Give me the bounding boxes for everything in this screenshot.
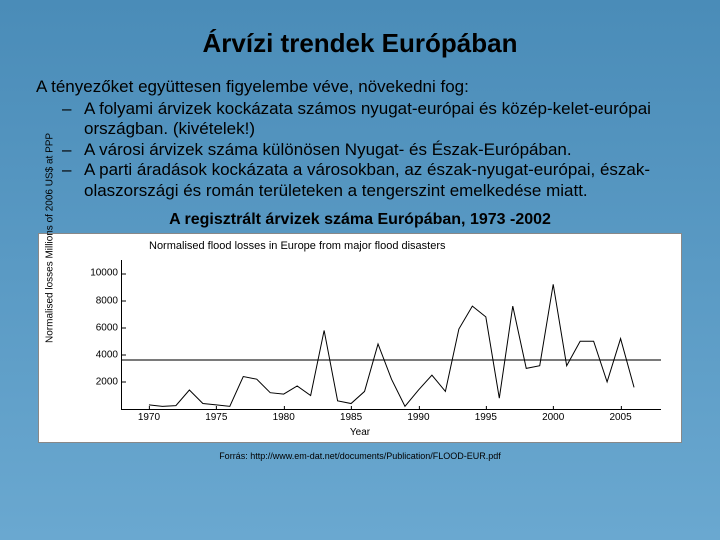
page-title: Árvízi trendek Európában [36,28,684,59]
chart-ytick: 8000 [96,295,122,306]
chart-xtick: 1970 [138,409,160,423]
intro-text: A tényezőket együttesen figyelembe véve,… [36,77,684,97]
flood-chart: Normalised flood losses in Europe from m… [38,233,682,443]
chart-xtick: 2000 [542,409,564,423]
chart-xlabel: Year [350,427,370,438]
chart-ylabel: Normalised losses Millions of 2006 US$ a… [45,333,56,343]
chart-xtick: 1980 [273,409,295,423]
chart-ytick: 10000 [90,268,122,279]
chart-inner-title: Normalised flood losses in Europe from m… [149,240,446,252]
chart-xtick: 1990 [407,409,429,423]
chart-subtitle: A regisztrált árvizek száma Európában, 1… [36,211,684,229]
chart-ytick: 6000 [96,322,122,333]
chart-line-series [122,260,661,409]
chart-plot-area: 2000400060008000100001970197519801985199… [121,260,661,410]
chart-xtick: 1985 [340,409,362,423]
source-citation: Forrás: http://www.em-dat.net/documents/… [36,451,684,461]
bullet-item: A városi árvizek száma különösen Nyugat-… [84,140,684,160]
chart-ytick: 2000 [96,376,122,387]
chart-xtick: 1975 [205,409,227,423]
bullet-list: A folyami árvizek kockázata számos nyuga… [36,99,684,201]
chart-xtick: 1995 [475,409,497,423]
chart-xtick: 2005 [609,409,631,423]
bullet-item: A folyami árvizek kockázata számos nyuga… [84,99,684,140]
bullet-item: A parti áradások kockázata a városokban,… [84,160,684,201]
chart-ytick: 4000 [96,349,122,360]
